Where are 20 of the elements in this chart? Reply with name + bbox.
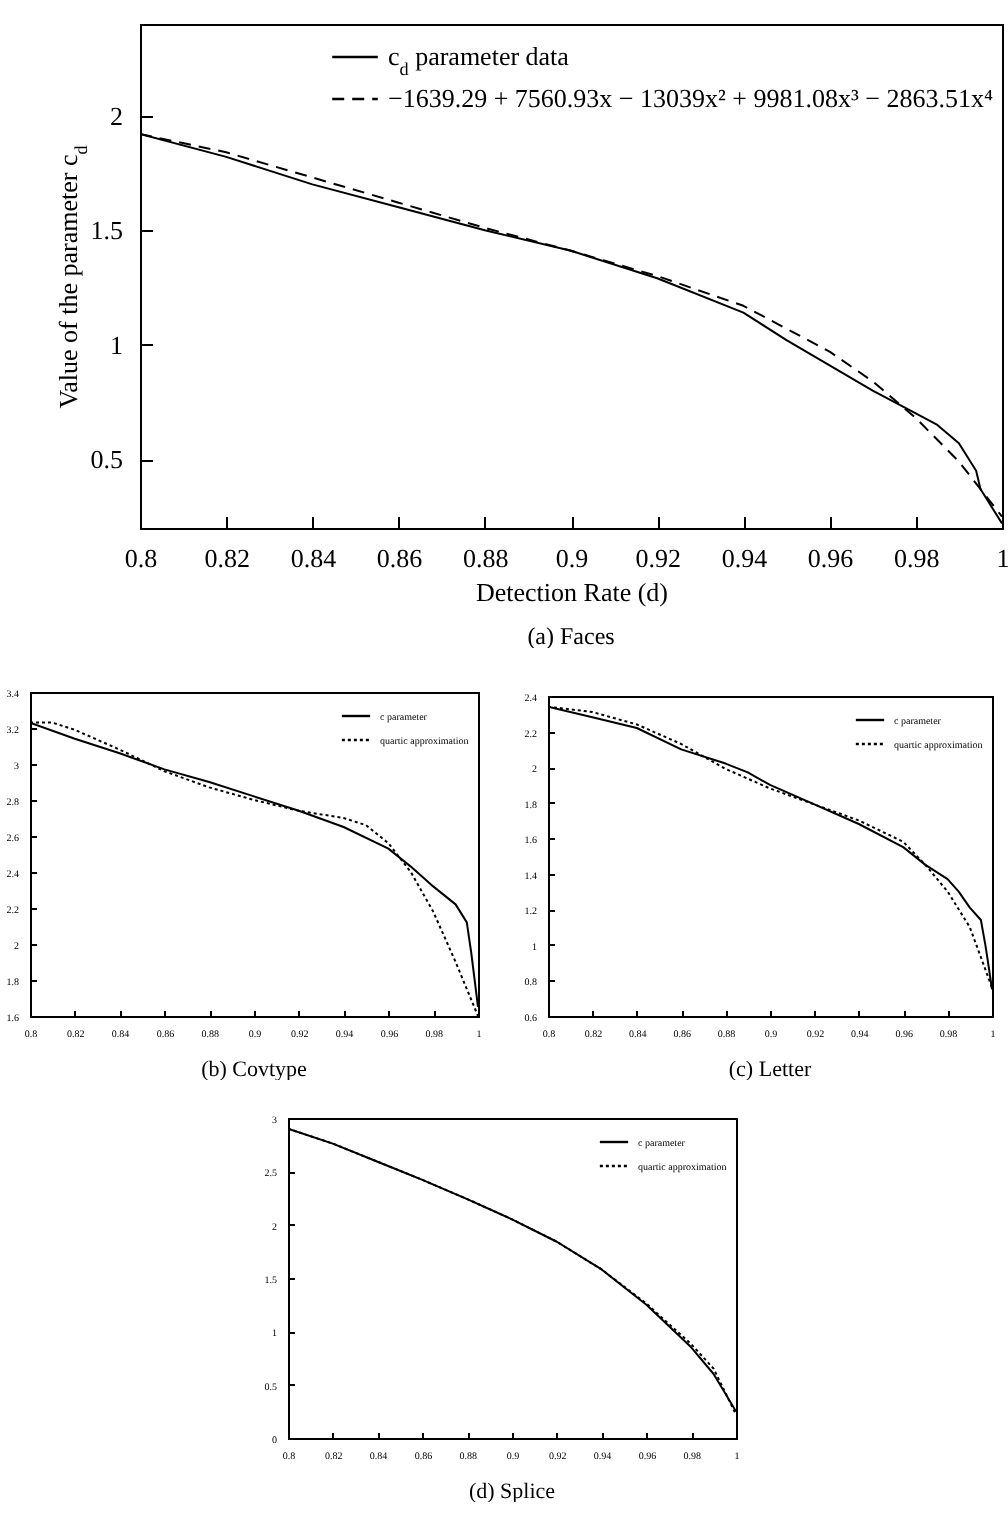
y-tick-label: 1.5 xyxy=(90,215,123,246)
x-tick-label: 0.82 xyxy=(204,543,250,573)
text: (c) Letter xyxy=(728,1058,812,1082)
x-tick-label: 0.84 xyxy=(290,543,338,573)
x-tick-label: 0.96 xyxy=(807,543,855,573)
x-tick-label: 1 xyxy=(996,543,1008,573)
y-tick-label: 0.5 xyxy=(90,444,123,475)
x-axis-title: Detection Rate (d) xyxy=(475,577,669,607)
text: (b) Covtype xyxy=(201,1058,308,1082)
x-tick-label: 0.9 xyxy=(555,543,589,573)
legend-label: −1639.29 + 7560.93x − 13039x² + 9981.08x³ − 2863.51x⁴ xyxy=(388,83,994,113)
x-tick-label: 0.86 xyxy=(376,543,424,573)
legend-label: c$_{d}$ parameter data xyxy=(388,41,570,79)
x-tick-label: 0.88 xyxy=(463,543,509,573)
y-tick-label: 1 xyxy=(110,329,123,360)
x-tick-label: 0.98 xyxy=(894,543,940,573)
x-tick-label: 0.94 xyxy=(721,543,769,573)
x-tick-label: 0.92 xyxy=(635,543,681,573)
y-tick-label: 2 xyxy=(110,100,123,131)
text: (d) Splice xyxy=(468,1480,556,1504)
